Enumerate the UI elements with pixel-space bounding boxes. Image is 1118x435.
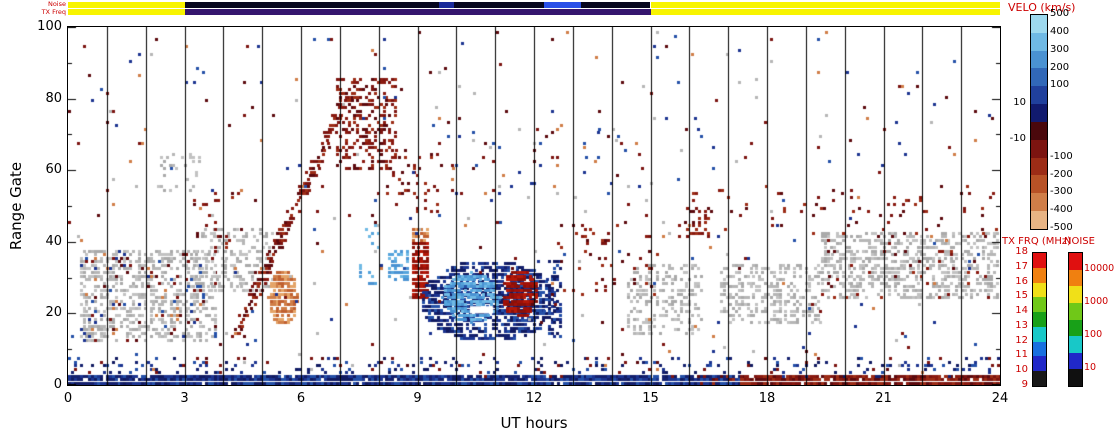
rti-plot-canvas (68, 27, 1000, 385)
noise-colorbar-segment (1069, 352, 1082, 370)
txfreq-strip-label: TX Freq (41, 7, 66, 16)
velocity-colorbar-segment (1031, 104, 1047, 122)
velocity-colorbar-segment (1031, 193, 1047, 212)
noise-strip-segment (454, 2, 544, 8)
noise-colorbar-segment (1069, 336, 1082, 353)
noise-strip-label: Noise (47, 0, 66, 8)
velocity-tick-label: 10 (1013, 97, 1026, 109)
txfreq-colorbar-segment (1033, 253, 1046, 268)
noise-colorbar-segment (1069, 269, 1082, 287)
noise-tick-label: 10 (1084, 362, 1097, 374)
velocity-colorbar-segment (1031, 50, 1047, 69)
y-tick-label: 0 (53, 377, 62, 392)
y-tick-label: 100 (37, 19, 62, 34)
velocity-colorbar-title: VELO (km/s) (1008, 1, 1076, 14)
velocity-colorbar-segment (1031, 121, 1047, 140)
txfreq-colorbar-segment (1033, 356, 1046, 372)
txfreq-tick-label: 13 (1015, 319, 1028, 331)
txfreq-tick-label: 11 (1015, 349, 1028, 361)
noise-colorbar-segment (1069, 286, 1082, 303)
velocity-colorbar-segment (1031, 32, 1047, 51)
x-tick-label: 6 (296, 391, 306, 406)
txfreq-colorbar-segment (1033, 267, 1046, 283)
noise-strip-segment (580, 2, 651, 8)
velocity-colorbar-segment (1031, 86, 1047, 105)
velocity-tick-label: -400 (1050, 204, 1073, 216)
velocity-tick-label: -300 (1050, 186, 1073, 198)
noise-colorbar-segment (1069, 319, 1082, 337)
noise-tick-label: 1000 (1084, 295, 1109, 307)
velocity-colorbar-segment (1031, 157, 1047, 176)
x-tick-label: 9 (413, 391, 422, 406)
velocity-colorbar (1030, 14, 1048, 230)
txfreq-strip-segment (184, 9, 651, 15)
velocity-tick-label: -500 (1050, 222, 1073, 233)
x-tick-label: 3 (180, 391, 189, 406)
noise-colorbar (1068, 252, 1083, 387)
velocity-colorbar-segment (1031, 139, 1047, 158)
noise-tick-label: 100 (1084, 329, 1103, 341)
y-axis-title: Range Gate (7, 161, 25, 251)
velocity-tick-label: -100 (1050, 150, 1073, 162)
txfreq-colorbar-segment (1033, 297, 1046, 313)
x-tick-label: 24 (991, 391, 1009, 406)
velocity-tick-label: 500 (1050, 8, 1070, 19)
txfreq-tick-label: 12 (1015, 334, 1028, 346)
noise-colorbar-title: NOISE (1064, 236, 1095, 247)
txfreq-tick-label: 18 (1015, 246, 1028, 257)
velocity-tick-label: -10 (1009, 132, 1026, 144)
txfreq-tick-label: 16 (1015, 275, 1028, 287)
velocity-tick-label: -200 (1050, 168, 1073, 180)
noise-strip-segment (184, 2, 439, 8)
noise-colorbar-segment (1069, 302, 1082, 320)
noise-tick-label: 10000 (1084, 262, 1115, 274)
velocity-tick-label: 400 (1050, 25, 1070, 37)
txfreq-tick-label: 10 (1015, 364, 1028, 376)
y-tick-label: 40 (45, 233, 62, 249)
plot-frame (67, 26, 1001, 386)
txfreq-tick-label: 17 (1015, 260, 1028, 272)
y-tick-label: 80 (45, 90, 62, 106)
txfreq-tick-label: 14 (1015, 305, 1028, 317)
x-tick-label: 15 (642, 391, 659, 406)
velocity-colorbar-segment (1031, 175, 1047, 194)
noise-strip-segment (438, 2, 455, 8)
txfreq-strip (68, 9, 1000, 15)
x-tick-label: 18 (758, 391, 776, 406)
x-tick-label: 12 (525, 391, 543, 406)
x-tick-label: 21 (875, 391, 892, 406)
txfreq-colorbar-segment (1033, 341, 1046, 357)
txfreq-colorbar-segment (1033, 312, 1046, 327)
velocity-colorbar-segment (1031, 15, 1047, 33)
noise-strip-segment (650, 2, 1000, 8)
noise-colorbar-segment (1069, 369, 1082, 386)
txfreq-strip-segment (650, 9, 1000, 15)
x-axis-title: UT hours (500, 414, 568, 432)
velocity-tick-label: 300 (1050, 43, 1070, 55)
txfreq-colorbar-segment (1033, 371, 1046, 387)
txfreq-tick-label: 15 (1015, 290, 1028, 302)
noise-strip-segment (543, 2, 581, 8)
noise-strip-segment (68, 2, 185, 8)
txfreq-tick-label: 9 (1021, 379, 1028, 390)
txfreq-colorbar (1032, 252, 1047, 387)
noise-colorbar-segment (1069, 253, 1082, 270)
noise-strip (68, 2, 1000, 8)
txfreq-colorbar-title: TX FRQ (MHz) (1002, 236, 1072, 247)
x-tick-label: 0 (63, 391, 73, 406)
y-tick-label: 60 (45, 162, 62, 178)
txfreq-colorbar-segment (1033, 282, 1046, 298)
txfreq-strip-segment (68, 9, 185, 15)
velocity-colorbar-segment (1031, 68, 1047, 87)
txfreq-colorbar-segment (1033, 326, 1046, 342)
y-tick-label: 20 (45, 305, 62, 321)
velocity-tick-label: 100 (1050, 79, 1070, 91)
velocity-tick-label: 200 (1050, 61, 1070, 73)
velocity-colorbar-segment (1031, 211, 1047, 229)
